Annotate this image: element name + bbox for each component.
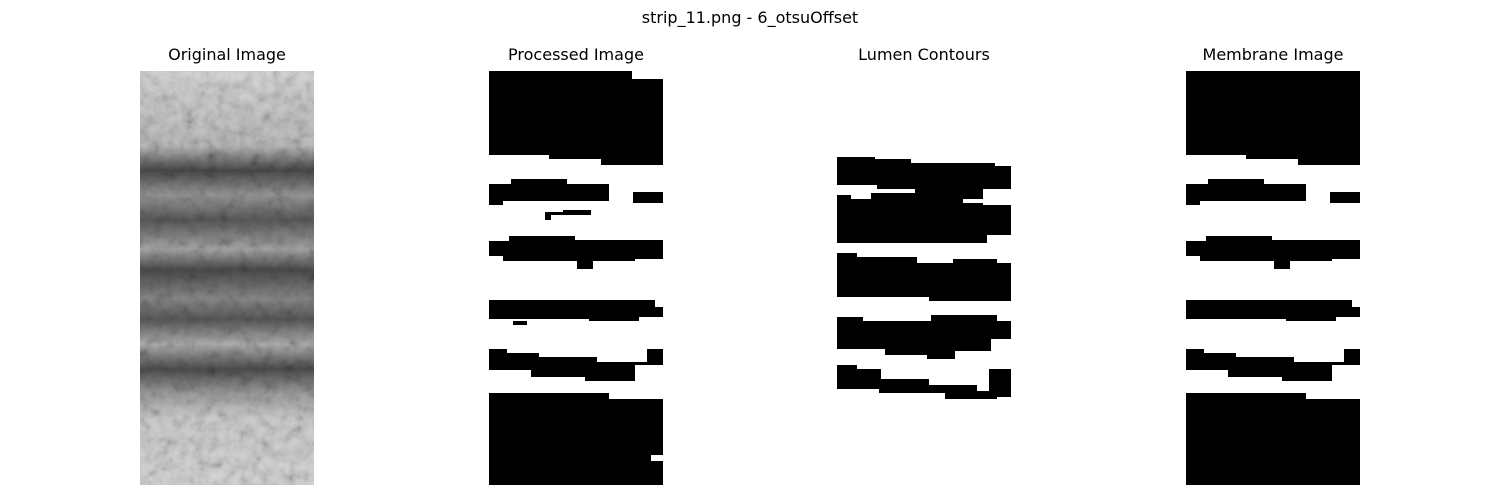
panel-processed-image: Processed Image bbox=[446, 44, 706, 494]
lumen-contours-image bbox=[837, 71, 1011, 485]
original-image bbox=[140, 71, 314, 485]
panel-title-membrane: Membrane Image bbox=[1202, 45, 1344, 64]
panel-title-original: Original Image bbox=[168, 45, 286, 64]
figure-title: strip_11.png - 6_otsuOffset bbox=[641, 8, 859, 27]
panel-original-image: Original Image bbox=[97, 44, 357, 494]
panel-lumen-contours: Lumen Contours bbox=[794, 44, 1054, 494]
panel-title-lumen: Lumen Contours bbox=[858, 45, 990, 64]
panel-membrane-image: Membrane Image bbox=[1143, 44, 1403, 494]
membrane-image bbox=[1186, 71, 1360, 485]
panel-title-processed: Processed Image bbox=[508, 45, 644, 64]
processed-image bbox=[489, 71, 663, 485]
